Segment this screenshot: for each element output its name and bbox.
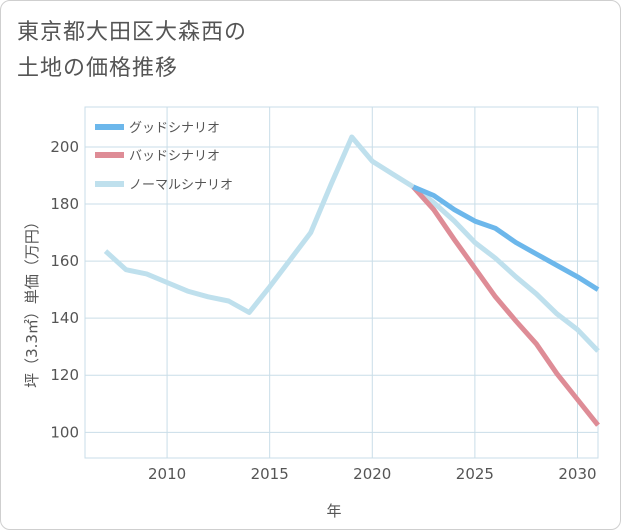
y-tick-label: 160 [50, 252, 79, 270]
plot-area [84, 106, 599, 459]
x-tick-label: 2025 [456, 465, 494, 483]
title-line-2: 土地の価格推移 [17, 56, 179, 81]
x-tick-label: 2030 [558, 465, 596, 483]
page-title: 東京都大田区大森西の 土地の価格推移 [17, 15, 247, 87]
x-tick-label: 2010 [148, 465, 186, 483]
legend-label-good: グッドシナリオ [129, 121, 220, 136]
series-line-normal [103, 134, 600, 353]
y-tick-label: 140 [50, 309, 79, 327]
series-line-bad [411, 185, 600, 427]
legend-label-bad: バッドシナリオ [129, 149, 220, 164]
title-line-1: 東京都大田区大森西の [17, 20, 248, 45]
legend-label-normal: ノーマルシナリオ [129, 178, 233, 193]
y-axis-label: 坪（3.3㎡）単価（万円） [23, 214, 41, 388]
y-tick-label: 120 [50, 366, 79, 384]
y-tick-label: 200 [50, 138, 79, 156]
y-tick-label: 100 [50, 423, 79, 441]
x-tick-label: 2020 [353, 465, 391, 483]
x-tick-label: 2015 [251, 465, 289, 483]
y-tick-label: 180 [50, 195, 79, 213]
x-axis-label: 年 [326, 502, 341, 520]
series-line-good [412, 184, 600, 292]
